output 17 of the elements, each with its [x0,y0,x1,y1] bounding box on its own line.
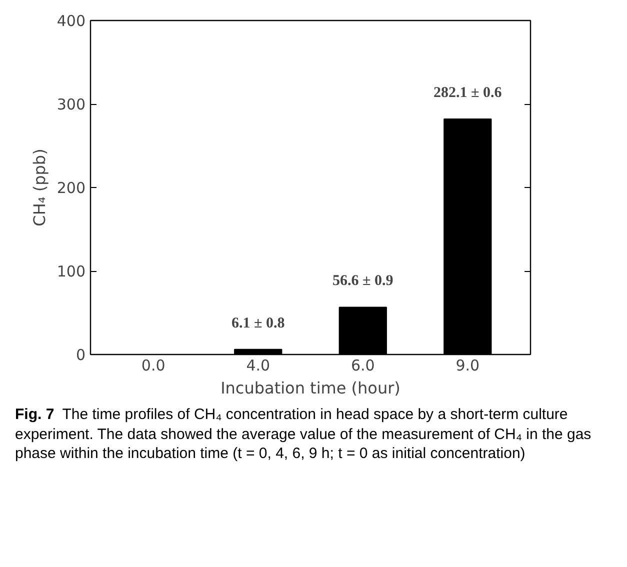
y-tick-label: 400 [56,12,86,30]
y-tick-label: 200 [56,179,86,197]
y-axis-title: CH₄ (ppb) [30,148,49,226]
y-tick-label: 300 [56,96,86,114]
y-tick-label: 0 [76,346,86,364]
x-axis-title: Incubation time (hour) [220,378,400,398]
bar [444,118,492,354]
x-tick-label: 0.0 [141,356,166,374]
x-tick-label: 6.0 [350,356,375,374]
data-label: 282.1 ± 0.6 [434,84,502,101]
x-tick-label: 4.0 [246,356,270,374]
data-label: 56.6 ± 0.9 [332,273,394,290]
y-tick-label: 100 [56,262,86,280]
x-tick-label: 9.0 [456,356,480,374]
bar [338,306,387,354]
caption: Fig. 7 [15,406,54,423]
data-label: 6.1 ± 0.8 [232,315,285,332]
